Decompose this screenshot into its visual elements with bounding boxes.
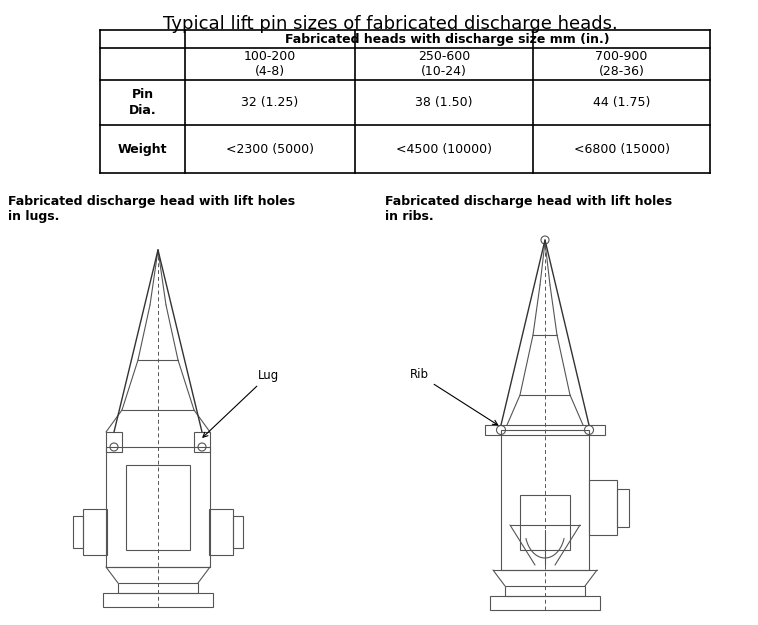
Text: Fabricated heads with discharge size mm (in.): Fabricated heads with discharge size mm … bbox=[285, 32, 610, 46]
Bar bbox=[83, 509, 107, 555]
Bar bbox=[209, 509, 233, 555]
Text: 44 (1.75): 44 (1.75) bbox=[593, 96, 650, 109]
Bar bbox=[490, 596, 600, 610]
Text: Rib: Rib bbox=[410, 369, 497, 425]
Text: 100-200
(4-8): 100-200 (4-8) bbox=[244, 50, 296, 78]
Text: Lug: Lug bbox=[203, 369, 279, 438]
Text: Fabricated discharge head with lift holes: Fabricated discharge head with lift hole… bbox=[385, 195, 672, 208]
Bar bbox=[118, 583, 198, 593]
Bar bbox=[485, 425, 605, 435]
Bar bbox=[106, 447, 210, 567]
Text: <4500 (10000): <4500 (10000) bbox=[396, 142, 492, 156]
Text: <6800 (15000): <6800 (15000) bbox=[574, 142, 669, 156]
Text: in lugs.: in lugs. bbox=[8, 210, 59, 223]
Bar bbox=[126, 465, 190, 550]
Text: 700-900
(28-36): 700-900 (28-36) bbox=[595, 50, 647, 78]
Text: 38 (1.50): 38 (1.50) bbox=[415, 96, 473, 109]
Bar bbox=[73, 516, 83, 548]
Text: Weight: Weight bbox=[117, 142, 168, 156]
Text: Fabricated discharge head with lift holes: Fabricated discharge head with lift hole… bbox=[8, 195, 295, 208]
Bar bbox=[501, 430, 589, 570]
Text: Typical lift pin sizes of fabricated discharge heads.: Typical lift pin sizes of fabricated dis… bbox=[163, 15, 617, 33]
Bar bbox=[520, 495, 570, 550]
Bar bbox=[589, 480, 617, 535]
Text: 32 (1.25): 32 (1.25) bbox=[241, 96, 299, 109]
Bar bbox=[617, 489, 629, 527]
Bar bbox=[103, 593, 213, 607]
Text: 250-600
(10-24): 250-600 (10-24) bbox=[418, 50, 470, 78]
Bar bbox=[233, 516, 243, 548]
Text: Pin
Dia.: Pin Dia. bbox=[129, 89, 156, 116]
Bar bbox=[194, 432, 210, 452]
Text: in ribs.: in ribs. bbox=[385, 210, 434, 223]
Bar bbox=[505, 586, 585, 596]
Text: <2300 (5000): <2300 (5000) bbox=[226, 142, 314, 156]
Bar bbox=[106, 432, 122, 452]
